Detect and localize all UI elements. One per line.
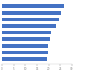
Bar [2, 18, 59, 21]
Bar [2, 51, 47, 54]
Bar [2, 4, 64, 8]
Bar [2, 44, 48, 48]
Bar [2, 37, 50, 41]
Bar [2, 11, 61, 15]
Bar [2, 24, 56, 28]
Bar [2, 31, 51, 35]
Bar [2, 57, 47, 61]
